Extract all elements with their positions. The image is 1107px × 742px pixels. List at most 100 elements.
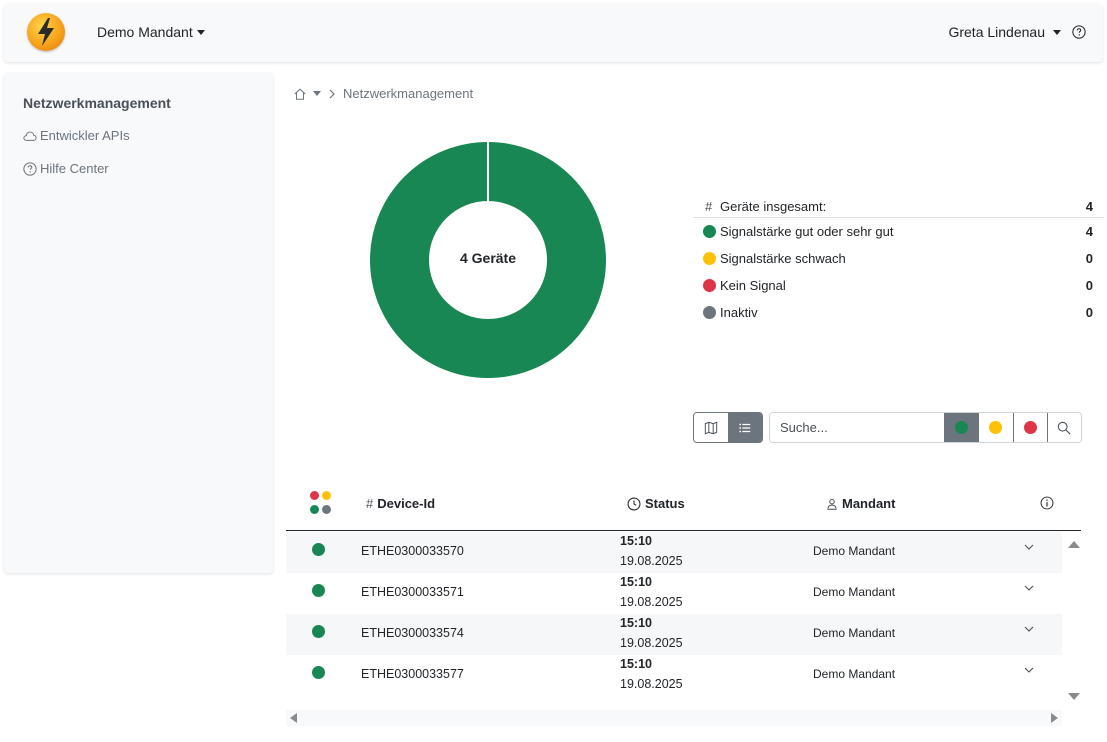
stats-row-label: Inaktiv (720, 305, 758, 320)
status-date-cell: 19.08.2025 (620, 554, 683, 568)
chevron-down-icon[interactable] (1023, 664, 1035, 676)
info-circle-icon[interactable] (1040, 496, 1054, 510)
device-table-body: ETHE0300033570 15:10 19.08.2025 Demo Man… (286, 532, 1062, 695)
sidebar: Netzwerkmanagement Entwickler APIs Hilfe… (4, 73, 273, 573)
stats-row-label: Signalstärke schwach (720, 251, 846, 266)
stats-total-row: # Geräte insgesamt: 4 (693, 196, 1104, 218)
status-dot-icon (312, 625, 325, 638)
search-button[interactable] (1046, 413, 1081, 442)
mandant-cell: Demo Mandant (813, 626, 896, 640)
sidebar-title[interactable]: Netzwerkmanagement (23, 95, 171, 111)
home-icon[interactable] (293, 87, 307, 101)
filter-weak-button[interactable] (978, 413, 1013, 442)
scroll-down-arrow-icon (1068, 693, 1080, 700)
column-header-mandant[interactable]: Mandant (826, 496, 895, 511)
stats-row-value: 0 (1085, 305, 1093, 320)
column-header-device-id[interactable]: # Device-Id (366, 496, 435, 511)
person-icon (827, 498, 837, 510)
search-input[interactable] (770, 413, 944, 442)
list-icon (739, 423, 751, 432)
table-row[interactable]: ETHE0300033570 15:10 19.08.2025 Demo Man… (286, 532, 1062, 573)
chevron-down-icon[interactable] (313, 91, 321, 96)
breadcrumb: Netzwerkmanagement (293, 86, 473, 101)
column-header-label: Status (645, 496, 685, 511)
sidebar-item-entwickler-apis[interactable]: Entwickler APIs (23, 128, 130, 143)
list-view-button[interactable] (728, 413, 762, 442)
mandant-cell: Demo Mandant (813, 544, 896, 558)
status-date-cell: 19.08.2025 (620, 677, 683, 691)
filter-good-button[interactable] (944, 413, 979, 442)
question-circle-icon (23, 161, 37, 176)
status-legend-icon (310, 491, 332, 515)
table-row[interactable]: ETHE0300033577 15:10 19.08.2025 Demo Man… (286, 655, 1062, 695)
status-time-cell: 15:10 (620, 575, 652, 589)
question-circle-icon[interactable] (1072, 25, 1086, 39)
stats-total-label: Geräte insgesamt: (720, 199, 827, 214)
scroll-up-arrow-icon (1068, 541, 1080, 548)
chevron-right-icon (329, 89, 335, 98)
device-id-cell: ETHE0300033577 (361, 667, 464, 681)
sidebar-item-label: Entwickler APIs (40, 128, 130, 143)
table-header: # Device-Id Status Mandant (286, 485, 1081, 531)
stats-row-good: Signalstärke gut oder sehr gut 4 (693, 218, 1104, 245)
mandant-cell: Demo Mandant (813, 585, 896, 599)
stats-row-value: 0 (1085, 278, 1093, 293)
scroll-right-arrow-icon (1051, 713, 1058, 723)
stats-row-value: 4 (1085, 224, 1093, 239)
lightning-bolt-icon[interactable] (27, 13, 65, 51)
hash-icon: # (705, 199, 713, 214)
search-filter-group (769, 412, 1082, 443)
device-status-donut-chart (370, 142, 606, 378)
stats-row-weak: Signalstärke schwach 0 (693, 245, 1104, 272)
vertical-scrollbar[interactable] (1065, 532, 1083, 708)
column-header-status[interactable]: Status (627, 496, 685, 511)
cloud-icon (23, 131, 37, 141)
stats-row-label: Kein Signal (720, 278, 786, 293)
filter-no-signal-button[interactable] (1012, 413, 1047, 442)
mandant-cell: Demo Mandant (813, 667, 896, 681)
map-icon (704, 421, 718, 434)
tenant-label: Demo Mandant (97, 24, 193, 40)
top-navbar: Demo Mandant Greta Lindenau (4, 4, 1103, 62)
hash-icon: # (366, 496, 374, 511)
horizontal-scrollbar[interactable] (286, 710, 1062, 726)
user-name: Greta Lindenau (948, 24, 1045, 40)
stats-row-no-signal: Kein Signal 0 (693, 272, 1104, 299)
status-dot-icon (989, 421, 1003, 434)
device-id-cell: ETHE0300033571 (361, 585, 464, 599)
status-dot-icon (312, 584, 325, 597)
chevron-down-icon[interactable] (1023, 582, 1035, 594)
chevron-down-icon (196, 30, 205, 35)
clock-icon (627, 497, 641, 510)
chevron-down-icon[interactable] (1023, 541, 1035, 553)
status-time-cell: 15:10 (620, 657, 652, 671)
sidebar-item-label: Hilfe Center (40, 161, 109, 176)
table-row[interactable]: ETHE0300033574 15:10 19.08.2025 Demo Man… (286, 614, 1062, 655)
status-dot-icon (312, 666, 325, 679)
user-dropdown[interactable]: Greta Lindenau (948, 24, 1061, 40)
map-view-button[interactable] (694, 413, 728, 442)
device-stats-list: # Geräte insgesamt: 4 Signalstärke gut o… (693, 196, 1104, 326)
sidebar-item-hilfe-center[interactable]: Hilfe Center (23, 161, 109, 176)
column-header-label: Mandant (842, 496, 896, 511)
stats-row-label: Signalstärke gut oder sehr gut (720, 224, 894, 239)
status-dot-icon (703, 225, 716, 238)
status-date-cell: 19.08.2025 (620, 595, 683, 609)
status-dot-icon (703, 306, 716, 319)
status-time-cell: 15:10 (620, 616, 652, 630)
device-id-cell: ETHE0300033570 (361, 544, 464, 558)
status-date-cell: 19.08.2025 (620, 636, 683, 650)
table-row[interactable]: ETHE0300033571 15:10 19.08.2025 Demo Man… (286, 573, 1062, 614)
status-dot-icon (703, 252, 716, 265)
chevron-down-icon[interactable] (1023, 623, 1035, 635)
stats-row-value: 0 (1085, 251, 1093, 266)
scroll-left-arrow-icon (290, 713, 297, 723)
status-dot-icon (703, 279, 716, 292)
status-dot-icon (312, 543, 325, 556)
status-dot-icon (1023, 421, 1037, 434)
tenant-dropdown[interactable]: Demo Mandant (97, 24, 205, 40)
stats-row-inactive: Inaktiv 0 (693, 299, 1104, 326)
breadcrumb-current: Netzwerkmanagement (343, 86, 474, 101)
column-header-label: Device-Id (377, 496, 436, 511)
device-id-cell: ETHE0300033574 (361, 626, 464, 640)
